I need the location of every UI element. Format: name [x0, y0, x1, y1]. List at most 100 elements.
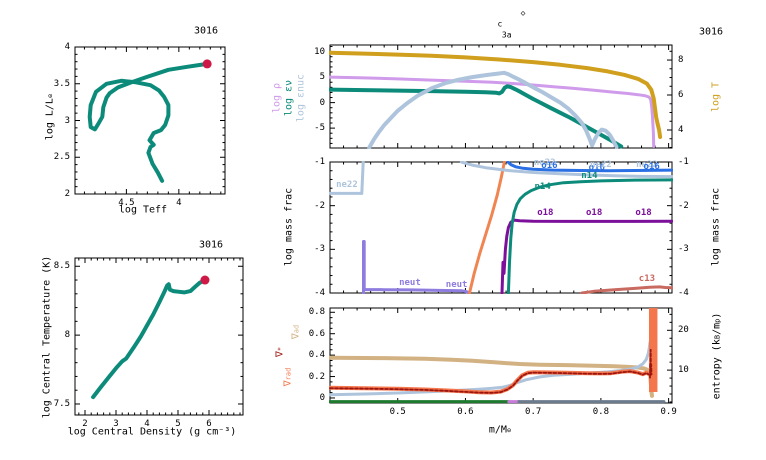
curve-label-o16: o16	[541, 161, 558, 172]
tick-label: 0.9	[660, 407, 677, 417]
nabla-symbol: ∇	[282, 380, 294, 387]
tick-label: -2	[678, 200, 689, 211]
tick-label: 0.6	[457, 407, 474, 417]
tick-label: 8	[64, 330, 70, 341]
tick-label: 8.5	[53, 261, 70, 272]
grad-y-label-entropy: entropy (kB/mp)	[712, 313, 723, 400]
series-log-eps-nuc	[367, 70, 619, 149]
tick-label: -1	[314, 157, 325, 167]
entropy-label-text: )	[711, 312, 723, 319]
sun-symbol: ⊙	[46, 93, 55, 99]
tick-label: 4	[176, 198, 182, 208]
curve-label-o18: o18	[635, 207, 652, 218]
nabla-subscript: ad	[292, 324, 301, 334]
tick-label: 0.4	[308, 350, 325, 361]
tick-label: 4	[64, 42, 70, 52]
tick-label: 4	[144, 419, 150, 429]
series-grad-rad-spike	[648, 308, 658, 392]
curve-label-ne22: ne22	[590, 160, 612, 171]
tick-label: -1	[678, 157, 689, 167]
entropy-label-text: /m	[711, 322, 723, 335]
nabla-subscript: rad	[284, 367, 293, 381]
curve-label-neut: neut	[445, 279, 468, 290]
tick-label: 2	[64, 189, 70, 199]
series-orange-unlabeled	[468, 161, 506, 294]
series-neut	[362, 240, 471, 294]
curve-label-ne22: ne22	[533, 157, 556, 168]
series-ne22	[329, 161, 673, 195]
right-model-number: 3016	[698, 26, 724, 38]
curve-label-o18: o18	[537, 207, 554, 218]
entropy-label-text: entropy (k	[711, 339, 723, 400]
series-evolution-track	[87, 61, 210, 183]
tick-label: 6	[206, 419, 212, 429]
trho-axes-box	[74, 257, 244, 416]
tick-label: 0.2	[308, 371, 325, 382]
tick-label: 3	[64, 115, 70, 126]
entropy-label-sub-p: p	[713, 318, 722, 323]
tick-label: 0.5	[389, 407, 406, 417]
grad-label-gradstar: ∇*	[275, 347, 286, 357]
tick-label: 0.6	[308, 328, 325, 339]
tick-label: 3.5	[53, 78, 70, 89]
tick-label: -4	[678, 288, 689, 298]
curve-label-o16: o16	[588, 162, 605, 173]
tick-label: 5	[175, 419, 181, 429]
curve-label-ne22: ne22	[636, 160, 658, 171]
grad-label-grada: ∇ad	[291, 325, 302, 339]
series-grad-star	[329, 348, 653, 394]
profile-y-label-logT: log T	[710, 81, 722, 113]
tick-label: -3	[678, 244, 689, 255]
hr-y-axis-label-text: log L/L	[44, 98, 56, 141]
entropy-label-sub-b: B	[713, 334, 722, 340]
abund-y-label-right: log mass frac	[710, 187, 722, 267]
sun-symbol: ⊙	[506, 426, 512, 435]
tick-label: 2.5	[53, 152, 70, 163]
curve-label-n14: n14	[534, 182, 551, 193]
tick-label: -4	[314, 288, 325, 298]
tick-label: 5	[319, 72, 325, 83]
series-c13	[580, 285, 673, 294]
hr-x-axis-label: log Teff	[118, 204, 168, 216]
tick-label: 0.7	[525, 407, 542, 417]
tick-label: 10	[314, 46, 325, 57]
profile-y-label-rho: log ρ	[271, 82, 283, 114]
hr-model-number: 3016	[193, 25, 219, 37]
series-log-T	[329, 50, 663, 139]
curve-label-o18: o18	[585, 207, 603, 218]
burn-label: 3a	[501, 30, 512, 40]
hr-y-axis-label: log L/L⊙	[45, 94, 56, 140]
profile-axes-box	[329, 44, 673, 149]
curve-label-o16: o16	[643, 162, 660, 173]
profile-y-label-eps-nu: log εν	[283, 79, 295, 117]
trho-model-number: 3016	[198, 239, 224, 251]
tick-label: 4	[678, 124, 684, 135]
profile-y-label-eps-nuc: log εnuc	[295, 73, 307, 123]
burn-label: ◇	[520, 8, 526, 18]
tick-label: 4.5	[118, 198, 135, 208]
tick-label: 3	[113, 419, 119, 429]
tick-label: -3	[314, 244, 325, 255]
trho-x-axis-label: log Central Density (g cm⁻³)	[67, 426, 237, 438]
curve-label-n14: n14	[581, 171, 598, 182]
tick-label: 10	[678, 365, 689, 376]
tick-label: 20	[678, 325, 689, 336]
trho-y-axis-label: log Central Temperature (K)	[41, 255, 53, 419]
tick-label: 6	[678, 90, 684, 100]
burn-label: c	[497, 19, 503, 29]
tick-label: 0	[319, 392, 325, 403]
tick-label: 8	[678, 55, 684, 66]
tick-label: 0.8	[308, 307, 325, 318]
nabla-symbol: ∇	[290, 333, 302, 340]
mass-coordinate-label: m/M	[488, 424, 507, 436]
hr-axes-box	[74, 46, 226, 195]
tick-label: 7.5	[53, 398, 70, 409]
series-n14	[506, 178, 673, 294]
curve-label-neut: neut	[399, 277, 421, 288]
abund-y-label-left: log mass frac	[283, 187, 295, 267]
hr-current-model-marker	[202, 59, 212, 69]
grad-label-gradrad: ∇rad	[283, 368, 294, 387]
trho-current-model-marker	[200, 275, 210, 285]
